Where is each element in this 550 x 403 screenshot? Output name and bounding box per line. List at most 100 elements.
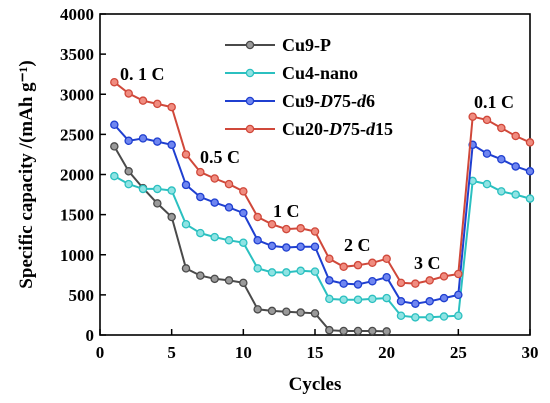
data-point [310,242,320,251]
rate-label: 0. 1 C [120,64,165,84]
data-point [196,167,205,177]
data-point [497,187,506,196]
data-point [282,243,291,252]
data-point [511,131,520,141]
data-point [210,274,219,284]
data-point [468,112,477,121]
legend-item-cu4-nano: Cu4-nano [225,63,358,83]
data-point [368,258,377,268]
legend-swatch-marker [245,68,255,78]
data-point [525,167,535,176]
y-tick-label: 1500 [60,206,94,225]
data-point [353,280,363,289]
data-point [181,150,191,159]
data-point [224,203,234,212]
data-point [138,134,148,143]
x-tick-label: 25 [450,343,467,362]
legend-item-cu9-p: Cu9-P [225,35,331,55]
ticks-layer: 0 5 10 15 20 25 30 0 500 1000 1500 2000 2500 3000 3500… [60,5,539,362]
y-tick-label: 2500 [60,125,94,144]
data-point [482,149,492,158]
data-point [339,262,348,272]
data-point [153,199,162,208]
data-point [196,192,205,202]
data-point [267,241,277,251]
x-tick-label: 5 [167,343,176,362]
data-point [196,271,205,280]
data-point [339,326,348,336]
data-point [196,228,205,238]
legend: Cu9-P Cu4-nano Cu9-D75-d6 Cu20-D75-d15 [225,35,393,139]
data-point [153,184,162,194]
y-axis-title: Specific capacity /(mAh g⁻¹) [16,60,37,288]
data-point [497,123,506,133]
data-point [310,309,320,318]
legend-label: Cu9-D75-d6 [282,91,375,111]
data-point [239,187,248,196]
rate-label: 2 C [344,235,371,255]
data-point [210,232,219,242]
data-point [239,238,248,247]
data-point [296,224,305,233]
data-point [239,278,248,288]
data-point [181,220,191,229]
data-point [411,299,420,308]
data-point [267,268,277,277]
data-point [253,212,262,222]
legend-swatch-marker [245,96,255,106]
data-point [253,305,262,314]
data-point [267,220,277,229]
data-point [382,254,391,264]
data-point [325,276,334,285]
data-point [454,269,463,279]
data-point [353,295,363,304]
data-point [396,297,406,306]
legend-label: Cu9-P [282,35,331,55]
data-point [224,236,234,245]
data-point [439,272,449,281]
data-point [525,194,535,203]
x-axis-title: Cycles [289,374,342,395]
y-tick-label: 3500 [60,45,94,64]
data-point [396,311,406,320]
rate-label: 3 C [414,253,441,273]
data-point [296,266,305,276]
y-tick-label: 4000 [60,5,94,24]
series-line-cu20-d75-d15 [113,81,531,285]
data-point [110,142,119,151]
legend-item-cu9-d75-d6: Cu9-D75-d6 [225,91,375,111]
data-point [353,326,363,336]
data-point [282,224,291,234]
data-point [138,96,148,105]
series-cu20-d75-d15 [110,77,535,288]
data-point [167,212,176,222]
data-point [167,140,176,150]
series-cu9-d75-d6 [110,120,535,308]
data-point [382,272,391,282]
data-point [325,325,334,335]
series-layer [110,77,535,336]
data-point [124,136,133,146]
data-point [511,162,520,171]
data-point [181,180,191,190]
data-point [224,276,234,285]
data-point [482,115,492,125]
data-point [482,179,492,189]
data-point [110,120,119,129]
y-tick-label: 3000 [60,85,94,104]
data-point [167,102,176,112]
data-point [153,99,162,109]
data-point [253,264,262,273]
data-point [124,167,133,176]
data-point [167,186,176,195]
data-point [282,268,291,277]
data-point [124,179,133,189]
data-point [253,236,262,245]
data-point [425,313,434,322]
series-cu9-p [110,142,391,336]
data-point [411,279,420,288]
data-point [382,327,391,336]
data-point [310,267,320,276]
data-point [282,307,291,316]
x-tick-label: 10 [235,343,252,362]
